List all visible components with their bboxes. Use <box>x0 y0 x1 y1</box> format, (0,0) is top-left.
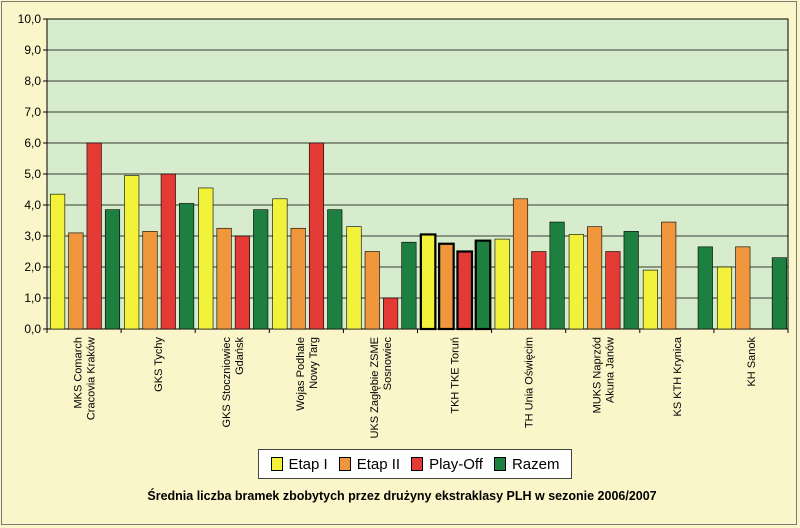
x-category-label: TKH TKE Toruń <box>450 337 462 414</box>
y-tick-label: 0,0 <box>24 322 41 336</box>
y-tick-label: 5,0 <box>24 167 41 181</box>
x-category-label-line: Nowy Targ <box>308 337 320 389</box>
bar-etap-ii <box>735 246 751 330</box>
legend-swatch <box>493 457 506 471</box>
bar-play-off <box>531 251 547 330</box>
legend-item: Etap II <box>338 455 401 473</box>
bar-play-off <box>234 235 250 330</box>
y-tick-label: 8,0 <box>24 74 41 88</box>
legend-item: Razem <box>493 455 560 473</box>
bar-razem <box>179 203 195 330</box>
bar-razem <box>697 246 713 330</box>
y-tick-label: 10,0 <box>18 12 42 26</box>
bar-etap-i <box>124 175 140 330</box>
bar-etap-ii <box>587 226 603 330</box>
bar-etap-ii <box>216 227 232 330</box>
x-category-label: MKS Comarch Cracovia Kraków <box>73 337 98 420</box>
y-tick-label: 1,0 <box>24 291 41 305</box>
legend-label: Etap II <box>356 455 401 473</box>
x-category-label-line: Akuna Janów <box>604 337 616 403</box>
bar-etap-i <box>642 269 658 330</box>
bar-razem <box>401 241 417 330</box>
bar-razem <box>771 257 787 330</box>
x-category-label-line: Sosnowiec <box>382 337 394 391</box>
bar-etap-ii <box>438 242 455 331</box>
bar-play-off <box>160 173 176 330</box>
y-tick-label: 7,0 <box>24 105 41 119</box>
x-category-label-line: TKH TKE Toruń <box>450 337 462 414</box>
bar-play-off <box>383 297 399 330</box>
legend-label: Razem <box>511 455 560 473</box>
bar-play-off <box>605 251 621 330</box>
x-category-label-line: TH Unia Oświęcim <box>524 337 536 428</box>
bar-razem <box>623 231 639 330</box>
bar-etap-ii <box>364 251 380 330</box>
legend-swatch <box>411 457 424 471</box>
y-tick-label: 2,0 <box>24 260 41 274</box>
legend-item: Etap I <box>270 455 328 473</box>
bar-razem <box>549 221 565 330</box>
legend-item: Play-Off <box>411 456 483 473</box>
bar-etap-i <box>198 187 214 330</box>
x-category-label-line: GKS Tychy <box>153 337 165 392</box>
bar-etap-i <box>494 238 510 330</box>
x-category-label-line: UKS Zagłębie ZSME <box>369 337 381 438</box>
x-category-label: KS KTH Krynica <box>672 336 684 416</box>
y-tick-label: 3,0 <box>24 229 41 243</box>
x-category-label-line: Wojas Podhale <box>295 337 307 411</box>
chart-legend: Etap I Etap II Play-Off Razem <box>258 449 572 479</box>
chart-title: Średnia liczba bramek zbobytych przez dr… <box>147 489 657 503</box>
x-category-label: Wojas Podhale Nowy Targ <box>295 337 320 411</box>
bar-etap-ii <box>142 231 158 330</box>
x-category-label-line: GKS Stoczniowiec <box>221 337 233 428</box>
y-tick-label: 4,0 <box>24 198 41 212</box>
legend-label: Play-Off <box>429 455 483 473</box>
x-category-label: GKS Stoczniowiec Gdańsk <box>221 337 246 428</box>
bar-razem <box>474 239 492 331</box>
bar-razem <box>327 209 343 330</box>
bar-razem <box>104 209 121 330</box>
x-category-label: TH Unia Oświęcim <box>524 337 536 428</box>
x-category-label: UKS Zagłębie ZSME Sosnowiec <box>369 337 394 439</box>
x-category-label: KH Sanok <box>746 337 758 387</box>
x-category-label-line: MKS Comarch <box>73 337 85 409</box>
bar-etap-ii <box>290 227 306 330</box>
bar-etap-i <box>272 198 288 330</box>
bar-etap-i <box>419 233 437 331</box>
bar-etap-i <box>346 226 362 330</box>
bar-play-off <box>308 142 325 330</box>
bar-play-off <box>456 250 474 331</box>
bar-etap-i <box>50 193 66 330</box>
x-category-label-line: KH Sanok <box>746 337 758 387</box>
x-category-label: MUKS Naprzód Akuna Janów <box>591 337 616 413</box>
y-tick-label: 6,0 <box>24 136 41 150</box>
x-category-label: GKS Tychy <box>153 337 165 392</box>
x-category-label-line: MUKS Naprzód <box>591 337 603 413</box>
bar-etap-i <box>568 234 584 330</box>
x-category-label-line: KS KTH Krynica <box>672 336 684 416</box>
bar-etap-i <box>716 266 733 330</box>
x-category-label-line: Cracovia Kraków <box>86 337 98 420</box>
x-category-label-line: Gdańsk <box>234 337 246 375</box>
bar-etap-ii <box>512 198 529 330</box>
bar-razem <box>253 209 269 330</box>
bar-etap-ii <box>661 221 677 330</box>
y-tick-label: 9,0 <box>24 43 41 57</box>
legend-label: Etap I <box>288 455 328 473</box>
bar-play-off <box>86 142 102 330</box>
legend-swatch <box>338 457 351 471</box>
legend-swatch <box>270 457 283 471</box>
bar-etap-ii <box>68 232 84 330</box>
